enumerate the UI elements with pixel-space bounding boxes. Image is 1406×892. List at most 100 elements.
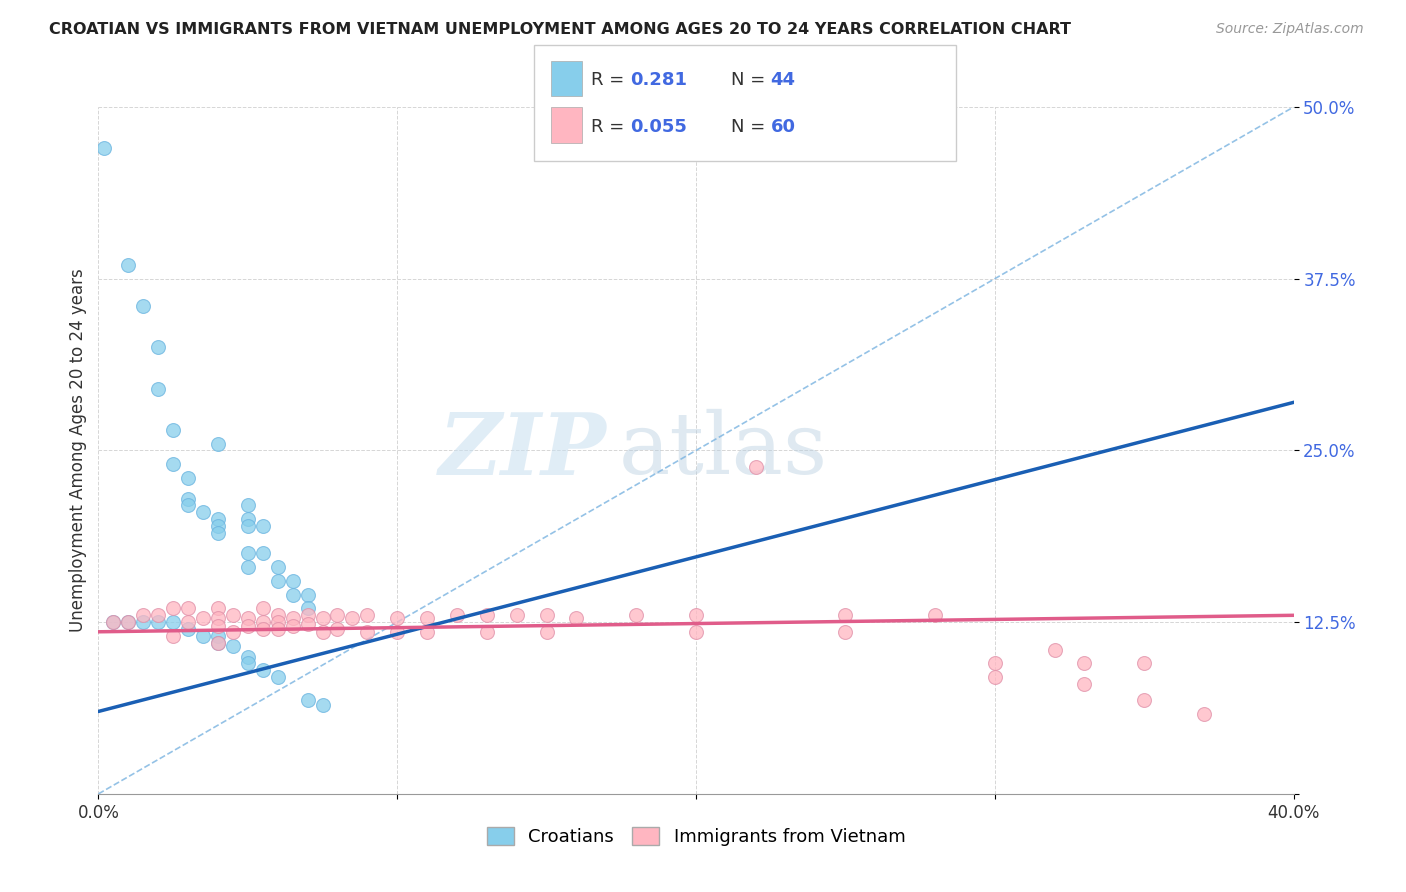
Point [207,519,229,533]
Point [132,299,155,313]
Point [191,611,214,625]
Point [475,608,498,623]
Point [267,670,290,684]
Point [1192,707,1215,722]
Point [236,657,259,671]
Point [191,629,214,643]
Point [252,663,274,677]
Point [311,624,333,639]
Point [416,611,439,625]
Text: R =: R = [591,118,636,136]
Point [207,611,229,625]
Point [267,560,290,574]
Point [103,615,125,630]
Point [222,608,245,623]
Point [148,608,170,623]
Point [236,499,259,513]
Point [565,611,588,625]
Point [132,615,155,630]
Point [236,546,259,561]
Point [356,608,378,623]
Point [297,588,319,602]
Point [177,601,200,615]
Point [311,698,333,712]
Point [685,624,707,639]
Point [236,560,259,574]
Point [475,624,498,639]
Point [297,601,319,615]
Point [297,693,319,707]
Point [1133,657,1156,671]
Point [207,636,229,650]
Point [252,601,274,615]
Point [207,436,229,450]
Point [252,622,274,636]
Point [281,588,304,602]
Point [626,608,648,623]
Point [177,622,200,636]
Point [207,512,229,526]
Point [236,519,259,533]
Point [162,601,184,615]
Point [252,519,274,533]
Point [207,629,229,643]
Text: atlas: atlas [619,409,827,492]
Point [834,608,856,623]
Point [207,636,229,650]
Point [236,649,259,664]
Point [148,382,170,396]
Point [1133,693,1156,707]
Text: ZIP: ZIP [439,409,606,492]
Point [281,574,304,588]
Point [281,619,304,633]
Point [745,459,768,474]
Point [506,608,529,623]
Point [177,471,200,485]
Point [177,615,200,630]
Point [281,611,304,625]
Point [191,505,214,519]
Point [103,615,125,630]
Point [252,615,274,630]
Point [536,624,558,639]
Point [297,608,319,623]
Point [924,608,946,623]
Text: 0.281: 0.281 [630,71,688,89]
Point [1073,677,1095,691]
Point [222,624,245,639]
Point [834,624,856,639]
Point [984,670,1007,684]
Point [446,608,468,623]
Point [267,622,290,636]
Point [267,615,290,630]
Point [326,608,349,623]
Point [148,340,170,354]
Point [117,258,139,272]
Point [297,616,319,631]
Point [93,141,115,155]
Point [117,615,139,630]
Point [416,624,439,639]
Point [236,611,259,625]
Point [267,574,290,588]
Point [177,499,200,513]
Point [536,608,558,623]
Point [685,608,707,623]
Point [311,611,333,625]
Legend: Croatians, Immigrants from Vietnam: Croatians, Immigrants from Vietnam [479,820,912,854]
Point [207,601,229,615]
Point [162,615,184,630]
Point [984,657,1007,671]
Point [1043,642,1066,657]
Point [162,457,184,471]
Point [252,546,274,561]
Point [236,619,259,633]
Point [207,525,229,540]
Point [207,619,229,633]
Point [236,512,259,526]
Y-axis label: Unemployment Among Ages 20 to 24 years: Unemployment Among Ages 20 to 24 years [69,268,87,632]
Point [162,423,184,437]
Point [222,639,245,653]
Point [1073,657,1095,671]
Point [132,608,155,623]
